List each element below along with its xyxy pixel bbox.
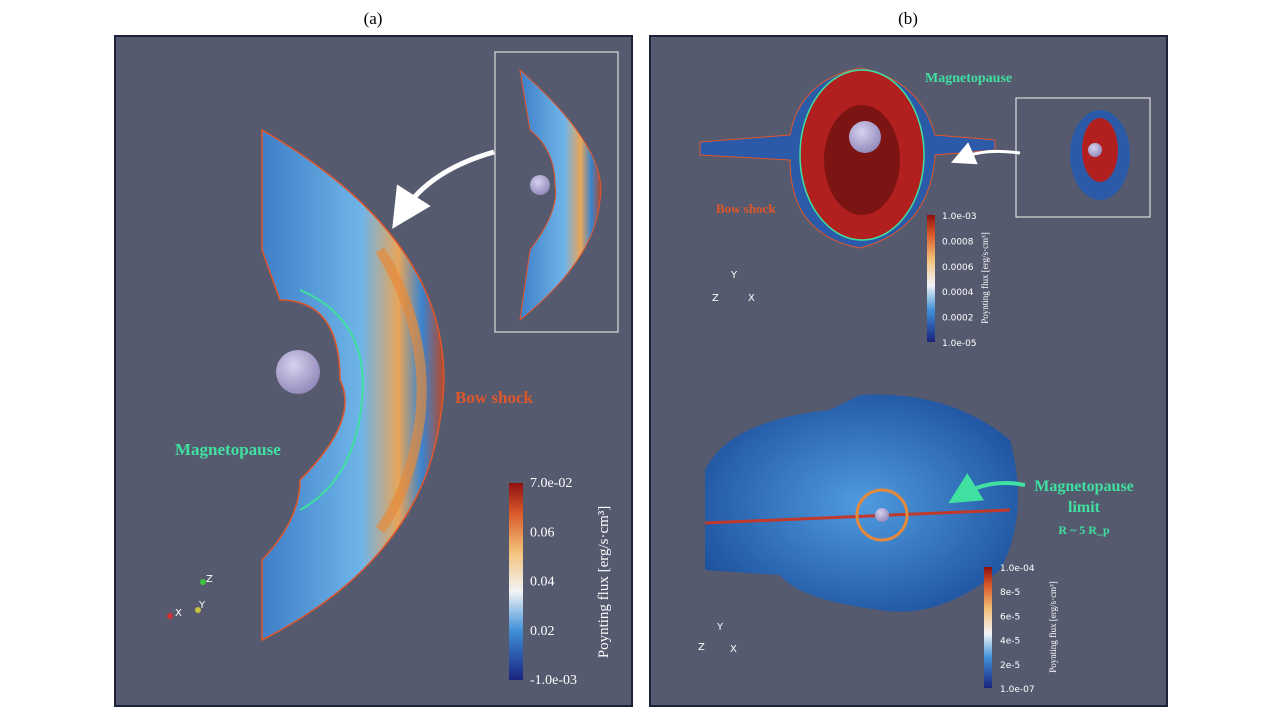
colorbar-tick-label: 0.06 [530, 525, 555, 540]
axis-label: X [730, 644, 737, 655]
annotation: Magnetopause [1034, 478, 1134, 495]
magnetopause-line [299, 289, 364, 511]
colorbar-tick-label: 0.0008 [942, 237, 974, 247]
panel-label: (b) [898, 9, 918, 28]
axis-label: Z [712, 293, 719, 304]
colorbar-title: Poynting flux [erg/s·cm³] [980, 232, 990, 324]
colorbar-tick-label: 1.0e-05 [942, 339, 977, 349]
axis-label: X [175, 608, 182, 619]
bow-shock-region [261, 128, 445, 642]
axis-glyph [195, 607, 201, 613]
colorbar-tick-label: 0.0004 [942, 288, 974, 298]
axis-label: Y [730, 270, 738, 281]
axis-glyph [200, 579, 206, 585]
arrow [392, 149, 495, 229]
axis-label: Z [206, 574, 213, 585]
colorbar-tick-label: -1.0e-03 [530, 673, 577, 688]
annotation: Magnetopause [925, 71, 1012, 86]
colorbar-tick-label: 0.04 [530, 575, 555, 590]
stripe [375, 247, 427, 533]
planet [1088, 143, 1102, 157]
colorbar-tick-label: 1.0e-04 [1000, 564, 1035, 574]
colorbar-tick-label: 8e-5 [1000, 588, 1020, 598]
axis-label: Y [198, 600, 206, 611]
colorbar-tick-label: 6e-5 [1000, 612, 1020, 622]
colorbar-tick-label: 0.0006 [942, 263, 974, 273]
axis-label: X [748, 293, 755, 304]
inset-shape [519, 68, 602, 322]
colorbar-tick-label: 0.02 [530, 624, 555, 639]
axis-label: Y [716, 622, 724, 633]
arrow [948, 473, 1026, 504]
annotation: R ~ 5 R_p [1058, 523, 1110, 537]
arrow [950, 142, 1021, 165]
planet [849, 121, 881, 153]
axis-label: Z [698, 642, 705, 653]
annotation: Bow shock [716, 201, 776, 216]
colorbar-tick-label: 0.0002 [942, 314, 974, 324]
colorbar-title: Poynting flux [erg/s·cm³] [1048, 581, 1058, 673]
colorbar [927, 215, 935, 342]
colorbar-tick-label: 1.0e-07 [1000, 685, 1035, 695]
magnetopause-ring [855, 488, 909, 542]
colorbar [984, 567, 992, 688]
inset-box [1015, 97, 1151, 218]
magnetopause-inner [824, 105, 900, 215]
colorbar-tick-label: 2e-5 [1000, 661, 1020, 671]
colorbar-tick-label: 1.0e-03 [942, 212, 977, 222]
colorbar-tick-label: 4e-5 [1000, 637, 1020, 647]
colorbar [509, 483, 523, 680]
planet [530, 175, 550, 195]
colorbar-tick-label: 7.0e-02 [530, 476, 572, 491]
panel-label: (a) [364, 9, 383, 28]
axis-glyph [167, 613, 173, 619]
annotation: limit [1068, 499, 1101, 516]
annotation: Bow shock [455, 388, 533, 407]
inset-box [494, 51, 619, 333]
colorbar-title: Poynting flux [erg/s·cm³] [596, 506, 612, 659]
planet [276, 350, 320, 394]
planet [875, 508, 889, 522]
annotation: Magnetopause [175, 440, 281, 459]
